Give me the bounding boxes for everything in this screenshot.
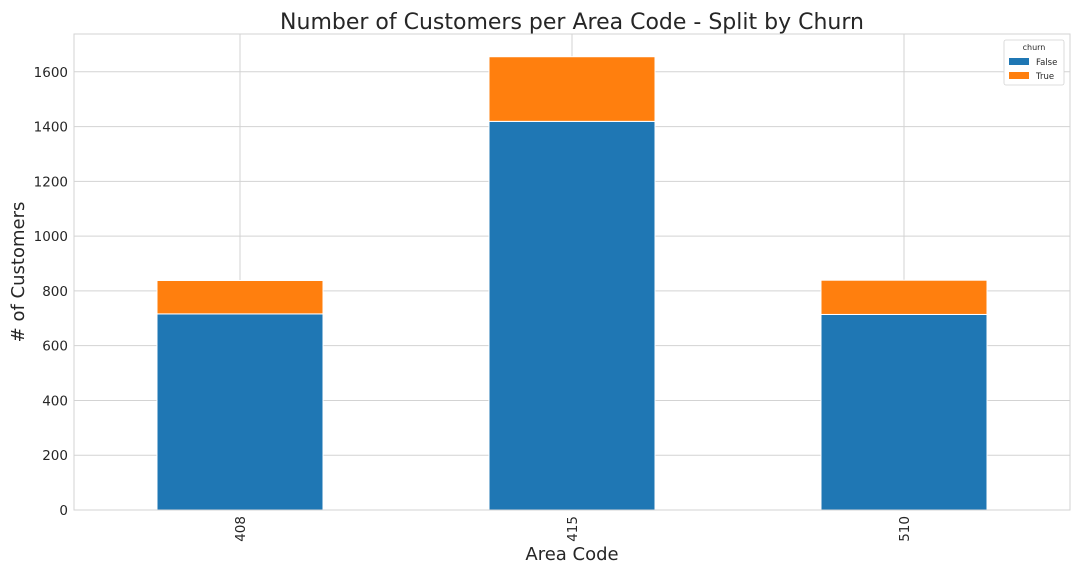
x-tick-label: 510 bbox=[897, 516, 913, 542]
plot-frame bbox=[73, 33, 1071, 511]
bar-415-false bbox=[488, 120, 656, 511]
y-tick-label: 400 bbox=[42, 393, 68, 409]
y-tick-label: 600 bbox=[42, 339, 68, 355]
y-tick-label: 0 bbox=[59, 503, 68, 519]
bar-408-true bbox=[156, 279, 324, 315]
bar-415-true bbox=[488, 56, 656, 122]
y-axis-label: # of Customers bbox=[8, 202, 29, 343]
legend-swatch-false bbox=[1009, 58, 1029, 65]
bar-layer bbox=[156, 56, 988, 511]
bar-510-true bbox=[820, 279, 988, 315]
legend-label-false: False bbox=[1036, 58, 1057, 68]
y-tick-label: 1400 bbox=[34, 120, 68, 136]
legend-title: churn bbox=[1023, 43, 1046, 52]
bar-408-false bbox=[156, 313, 324, 511]
legend-label-true: True bbox=[1035, 72, 1054, 82]
y-tick-label: 1600 bbox=[34, 65, 68, 81]
x-axis-label: Area Code bbox=[525, 544, 618, 565]
x-tick-label: 415 bbox=[565, 516, 581, 542]
x-tick-label: 408 bbox=[233, 516, 249, 542]
bar-510-false bbox=[820, 313, 988, 511]
y-tick-label: 800 bbox=[42, 284, 68, 300]
y-tick-label: 1000 bbox=[34, 229, 68, 245]
legend: churn False True bbox=[1003, 39, 1065, 86]
y-tick-label: 1200 bbox=[34, 174, 68, 190]
y-tick-label: 200 bbox=[42, 448, 68, 464]
chart-title: Number of Customers per Area Code - Spli… bbox=[280, 10, 864, 35]
tick-layer: 0 200 400 600 800 1000 1200 1400 1600 408 415 510 bbox=[34, 65, 913, 542]
legend-swatch-true bbox=[1009, 72, 1029, 79]
